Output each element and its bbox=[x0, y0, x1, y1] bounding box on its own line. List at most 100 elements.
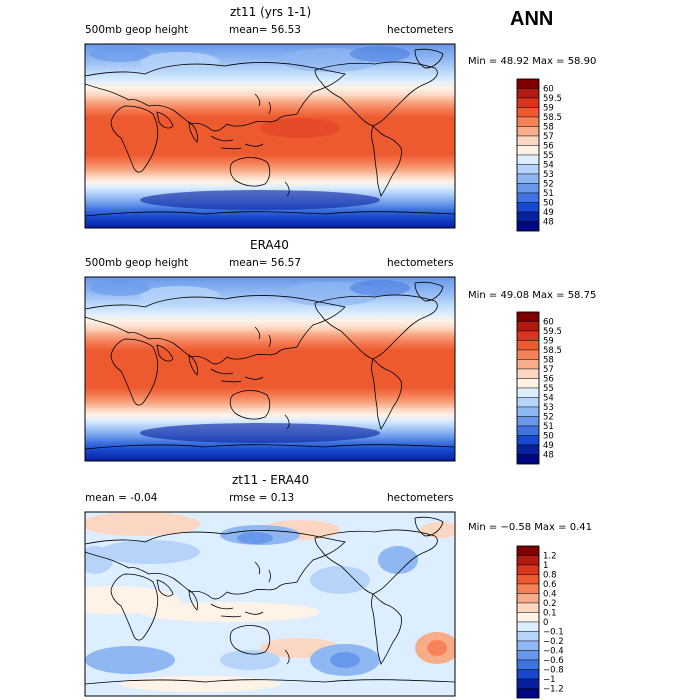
colorbar-1-tick-label: 55 bbox=[543, 151, 554, 161]
colorbar-3-tick-label: 0.2 bbox=[543, 599, 557, 609]
colorbar-3-swatch bbox=[516, 659, 540, 670]
colorbar-1-swatch bbox=[516, 221, 540, 232]
colorbar-1-tick-label: 57 bbox=[543, 132, 554, 142]
season-label: ANN bbox=[510, 8, 554, 30]
colorbar-1-swatch bbox=[516, 116, 540, 127]
panel-2-variable-label: 500mb geop height bbox=[85, 257, 189, 269]
colorbar-3-frame bbox=[516, 545, 540, 699]
colorbar-1-swatch bbox=[516, 145, 540, 156]
colorbar-3-swatch bbox=[516, 688, 540, 699]
colorbar-2-swatch bbox=[516, 340, 540, 351]
colorbar-3-tick-label: 0.6 bbox=[543, 580, 557, 590]
colorbar-3-swatch bbox=[516, 583, 540, 594]
colorbar-2-tick-label: 58 bbox=[543, 356, 554, 366]
colorbar-3-tick-label: −0.6 bbox=[543, 656, 564, 666]
colorbar-2-tick-label: 53 bbox=[543, 403, 554, 413]
colorbar-3-tick-label: −1 bbox=[543, 675, 556, 685]
colorbar-3-swatch bbox=[516, 593, 540, 604]
colorbar-1-swatch bbox=[516, 173, 540, 184]
colorbar-2-swatch bbox=[516, 397, 540, 408]
colorbar-1-tick-label: 60 bbox=[543, 85, 554, 95]
colorbar-3-tick-label: 0.8 bbox=[543, 571, 557, 581]
panel-3-minmax: Min = −0.58 Max = 0.41 bbox=[468, 522, 592, 533]
colorbar-1-swatch bbox=[516, 183, 540, 194]
colorbar-2-tick-label: 54 bbox=[543, 394, 554, 404]
colorbar-1-tick-label: 50 bbox=[543, 199, 554, 209]
colorbar-1-swatch bbox=[516, 164, 540, 175]
colorbar-2-tick-label: 50 bbox=[543, 432, 554, 442]
colorbar-1-tick-label: 48 bbox=[543, 218, 554, 228]
panel-1-variable-label: 500mb geop height bbox=[85, 24, 189, 36]
colorbar-3-tick-label: 1.2 bbox=[543, 552, 557, 562]
panel-3-units-label: hectometers bbox=[387, 492, 454, 504]
colorbar-1-tick-label: 58.5 bbox=[543, 113, 562, 123]
panel-2-minmax: Min = 49.08 Max = 58.75 bbox=[468, 290, 597, 301]
colorbar-2-tick-label: 49 bbox=[543, 441, 554, 451]
panel-1-minmax: Min = 48.92 Max = 58.90 bbox=[468, 56, 597, 67]
colorbar-1-swatch bbox=[516, 88, 540, 99]
colorbar-3-swatch bbox=[516, 574, 540, 585]
colorbar-1-tick-label: 53 bbox=[543, 170, 554, 180]
colorbar-2-swatch bbox=[516, 321, 540, 332]
panel-2-title: ERA40 bbox=[250, 238, 289, 252]
colorbar-3-swatch bbox=[516, 631, 540, 642]
panel-1-units-label: hectometers bbox=[387, 24, 454, 36]
colorbar-2-swatch bbox=[516, 378, 540, 389]
colorbar-2-tick-label: 59.5 bbox=[543, 327, 562, 337]
colorbar-3-swatch bbox=[516, 669, 540, 680]
colorbar-3-swatch bbox=[516, 612, 540, 623]
colorbar-panel-3: 1.210.80.60.40.20.10−0.1−0.2−0.4−0.6−0.8… bbox=[516, 545, 564, 699]
panel-1-title: zt11 (yrs 1-1) bbox=[230, 5, 312, 19]
colorbar-3-tick-label: −0.4 bbox=[543, 647, 564, 657]
colorbar-3-tick-label: −1.2 bbox=[543, 685, 564, 695]
colorbar-2-swatch bbox=[516, 359, 540, 370]
colorbar-1-tick-label: 51 bbox=[543, 189, 554, 199]
colorbar-2-swatch bbox=[516, 368, 540, 379]
colorbar-2-swatch bbox=[516, 444, 540, 455]
colorbar-3-swatch bbox=[516, 621, 540, 632]
colorbar-1-tick-label: 59.5 bbox=[543, 94, 562, 104]
colorbar-3-tick-label: 0.1 bbox=[543, 609, 557, 619]
colorbar-2-swatch bbox=[516, 416, 540, 427]
colorbar-1-tick-label: 56 bbox=[543, 142, 554, 152]
colorbar-1-tick-label: 58 bbox=[543, 123, 554, 133]
colorbar-2-swatch bbox=[516, 349, 540, 360]
colorbar-2-tick-label: 58.5 bbox=[543, 346, 562, 356]
colorbar-3-swatch bbox=[516, 678, 540, 689]
colorbar-1-swatch bbox=[516, 135, 540, 146]
colorbar-3-tick-label: 0.4 bbox=[543, 590, 557, 600]
colorbar-2-swatch bbox=[516, 435, 540, 446]
panel-1-map bbox=[84, 43, 456, 229]
colorbar-2-tick-label: 60 bbox=[543, 318, 554, 328]
colorbar-2-tick-label: 57 bbox=[543, 365, 554, 375]
colorbar-3-tick-label: −0.2 bbox=[543, 637, 564, 647]
colorbar-1-swatch bbox=[516, 211, 540, 222]
colorbar-2-tick-label: 55 bbox=[543, 384, 554, 394]
colorbar-2-swatch bbox=[516, 454, 540, 465]
colorbar-2-swatch bbox=[516, 387, 540, 398]
colorbar-2-tick-label: 59 bbox=[543, 337, 554, 347]
panel-3-rmse-label: rmse = 0.13 bbox=[229, 492, 295, 504]
colorbar-2-tick-label: 51 bbox=[543, 422, 554, 432]
panel-2-units-label: hectometers bbox=[387, 257, 454, 269]
panel-3-mean-label: mean = -0.04 bbox=[85, 492, 158, 504]
colorbar-2-tick-label: 56 bbox=[543, 375, 554, 385]
colorbar-1-tick-label: 59 bbox=[543, 104, 554, 114]
panel-3-title: zt11 - ERA40 bbox=[232, 473, 310, 487]
colorbar-3-swatch bbox=[516, 650, 540, 661]
colorbar-1-swatch bbox=[516, 107, 540, 118]
colorbar-3-tick-label: 0 bbox=[543, 618, 548, 628]
panel-2-map bbox=[84, 276, 456, 462]
colorbar-3-swatch bbox=[516, 564, 540, 575]
colorbar-3-tick-label: −0.8 bbox=[543, 666, 564, 676]
colorbar-3-swatch bbox=[516, 602, 540, 613]
panel-1-mean-label: mean= 56.53 bbox=[229, 24, 301, 36]
panel-2-mean-label: mean= 56.57 bbox=[229, 257, 301, 269]
colorbar-3-swatch bbox=[516, 545, 540, 556]
colorbar-3-swatch bbox=[516, 640, 540, 651]
colorbar-1-tick-label: 54 bbox=[543, 161, 554, 171]
colorbar-1-swatch bbox=[516, 202, 540, 213]
colorbar-3-swatch bbox=[516, 555, 540, 566]
